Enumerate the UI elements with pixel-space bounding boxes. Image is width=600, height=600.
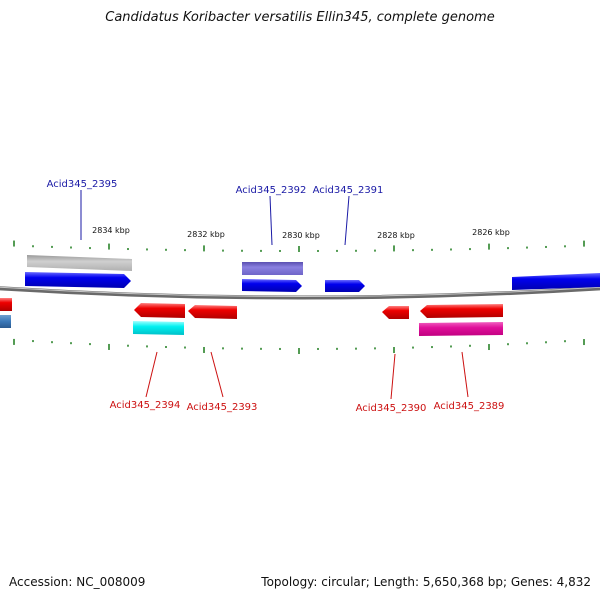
leader-acid345-2393	[210, 351, 224, 398]
genes-label: Genes:	[510, 575, 553, 589]
scale-label-2828: 2828 kbp	[377, 231, 415, 240]
gene-acid345-2389[interactable]	[420, 304, 503, 318]
gene-reverse-left-edge[interactable]	[0, 298, 12, 311]
feature-pink-bar	[419, 322, 503, 336]
gene-acid345-2394[interactable]	[134, 303, 185, 318]
label-acid345-2394[interactable]: Acid345_2394	[110, 400, 181, 411]
accession-value: NC_008009	[76, 575, 146, 589]
feature-cyan-bar	[133, 321, 184, 335]
scale-ticks-top	[13, 240, 585, 252]
scale-ticks-bottom	[13, 338, 585, 354]
gene-acid345-2392[interactable]	[242, 279, 302, 292]
gene-acid345-2390[interactable]	[382, 306, 409, 319]
accession-info: Accession: NC_008009	[9, 575, 145, 589]
genes-value: 4,832	[556, 575, 591, 589]
leader-acid345-2394	[145, 351, 158, 398]
length-value: 5,650,368 bp;	[422, 575, 508, 589]
feature-steel-bar	[0, 315, 11, 328]
genome-backbone-highlight	[0, 286, 600, 297]
topology-value: circular;	[321, 575, 370, 589]
leader-acid345-2392	[269, 195, 273, 246]
leader-acid345-2391	[344, 195, 350, 246]
genome-title: Candidatus Koribacter versatilis Ellin34…	[105, 10, 495, 25]
label-acid345-2392[interactable]: Acid345_2392	[236, 185, 307, 196]
gene-acid345-2391[interactable]	[325, 280, 365, 292]
gene-acid345-2393[interactable]	[188, 305, 237, 319]
length-label: Length:	[373, 575, 420, 589]
label-acid345-2393[interactable]: Acid345_2393	[187, 402, 258, 413]
genome-backbone	[0, 286, 600, 300]
scale-label-2832: 2832 kbp	[187, 230, 225, 239]
genome-stats: Topology: circular; Length: 5,650,368 bp…	[261, 575, 591, 589]
leader-acid345-2390	[390, 353, 396, 400]
label-acid345-2395[interactable]: Acid345_2395	[47, 179, 118, 190]
topology-label: Topology:	[261, 575, 318, 589]
gene-forward-right-edge[interactable]	[512, 273, 600, 290]
scale-label-2826: 2826 kbp	[472, 228, 510, 237]
label-acid345-2390[interactable]: Acid345_2390	[356, 403, 427, 414]
label-acid345-2391[interactable]: Acid345_2391	[313, 185, 384, 196]
leader-acid345-2389	[461, 351, 469, 398]
gene-acid345-2395[interactable]	[25, 272, 131, 288]
scale-label-2830: 2830 kbp	[282, 231, 320, 240]
label-acid345-2389[interactable]: Acid345_2389	[434, 401, 505, 412]
scale-label-2834: 2834 kbp	[92, 226, 130, 235]
accession-label: Accession:	[9, 575, 73, 589]
feature-gray-bar	[27, 255, 132, 271]
feature-purple-bar	[242, 262, 303, 275]
